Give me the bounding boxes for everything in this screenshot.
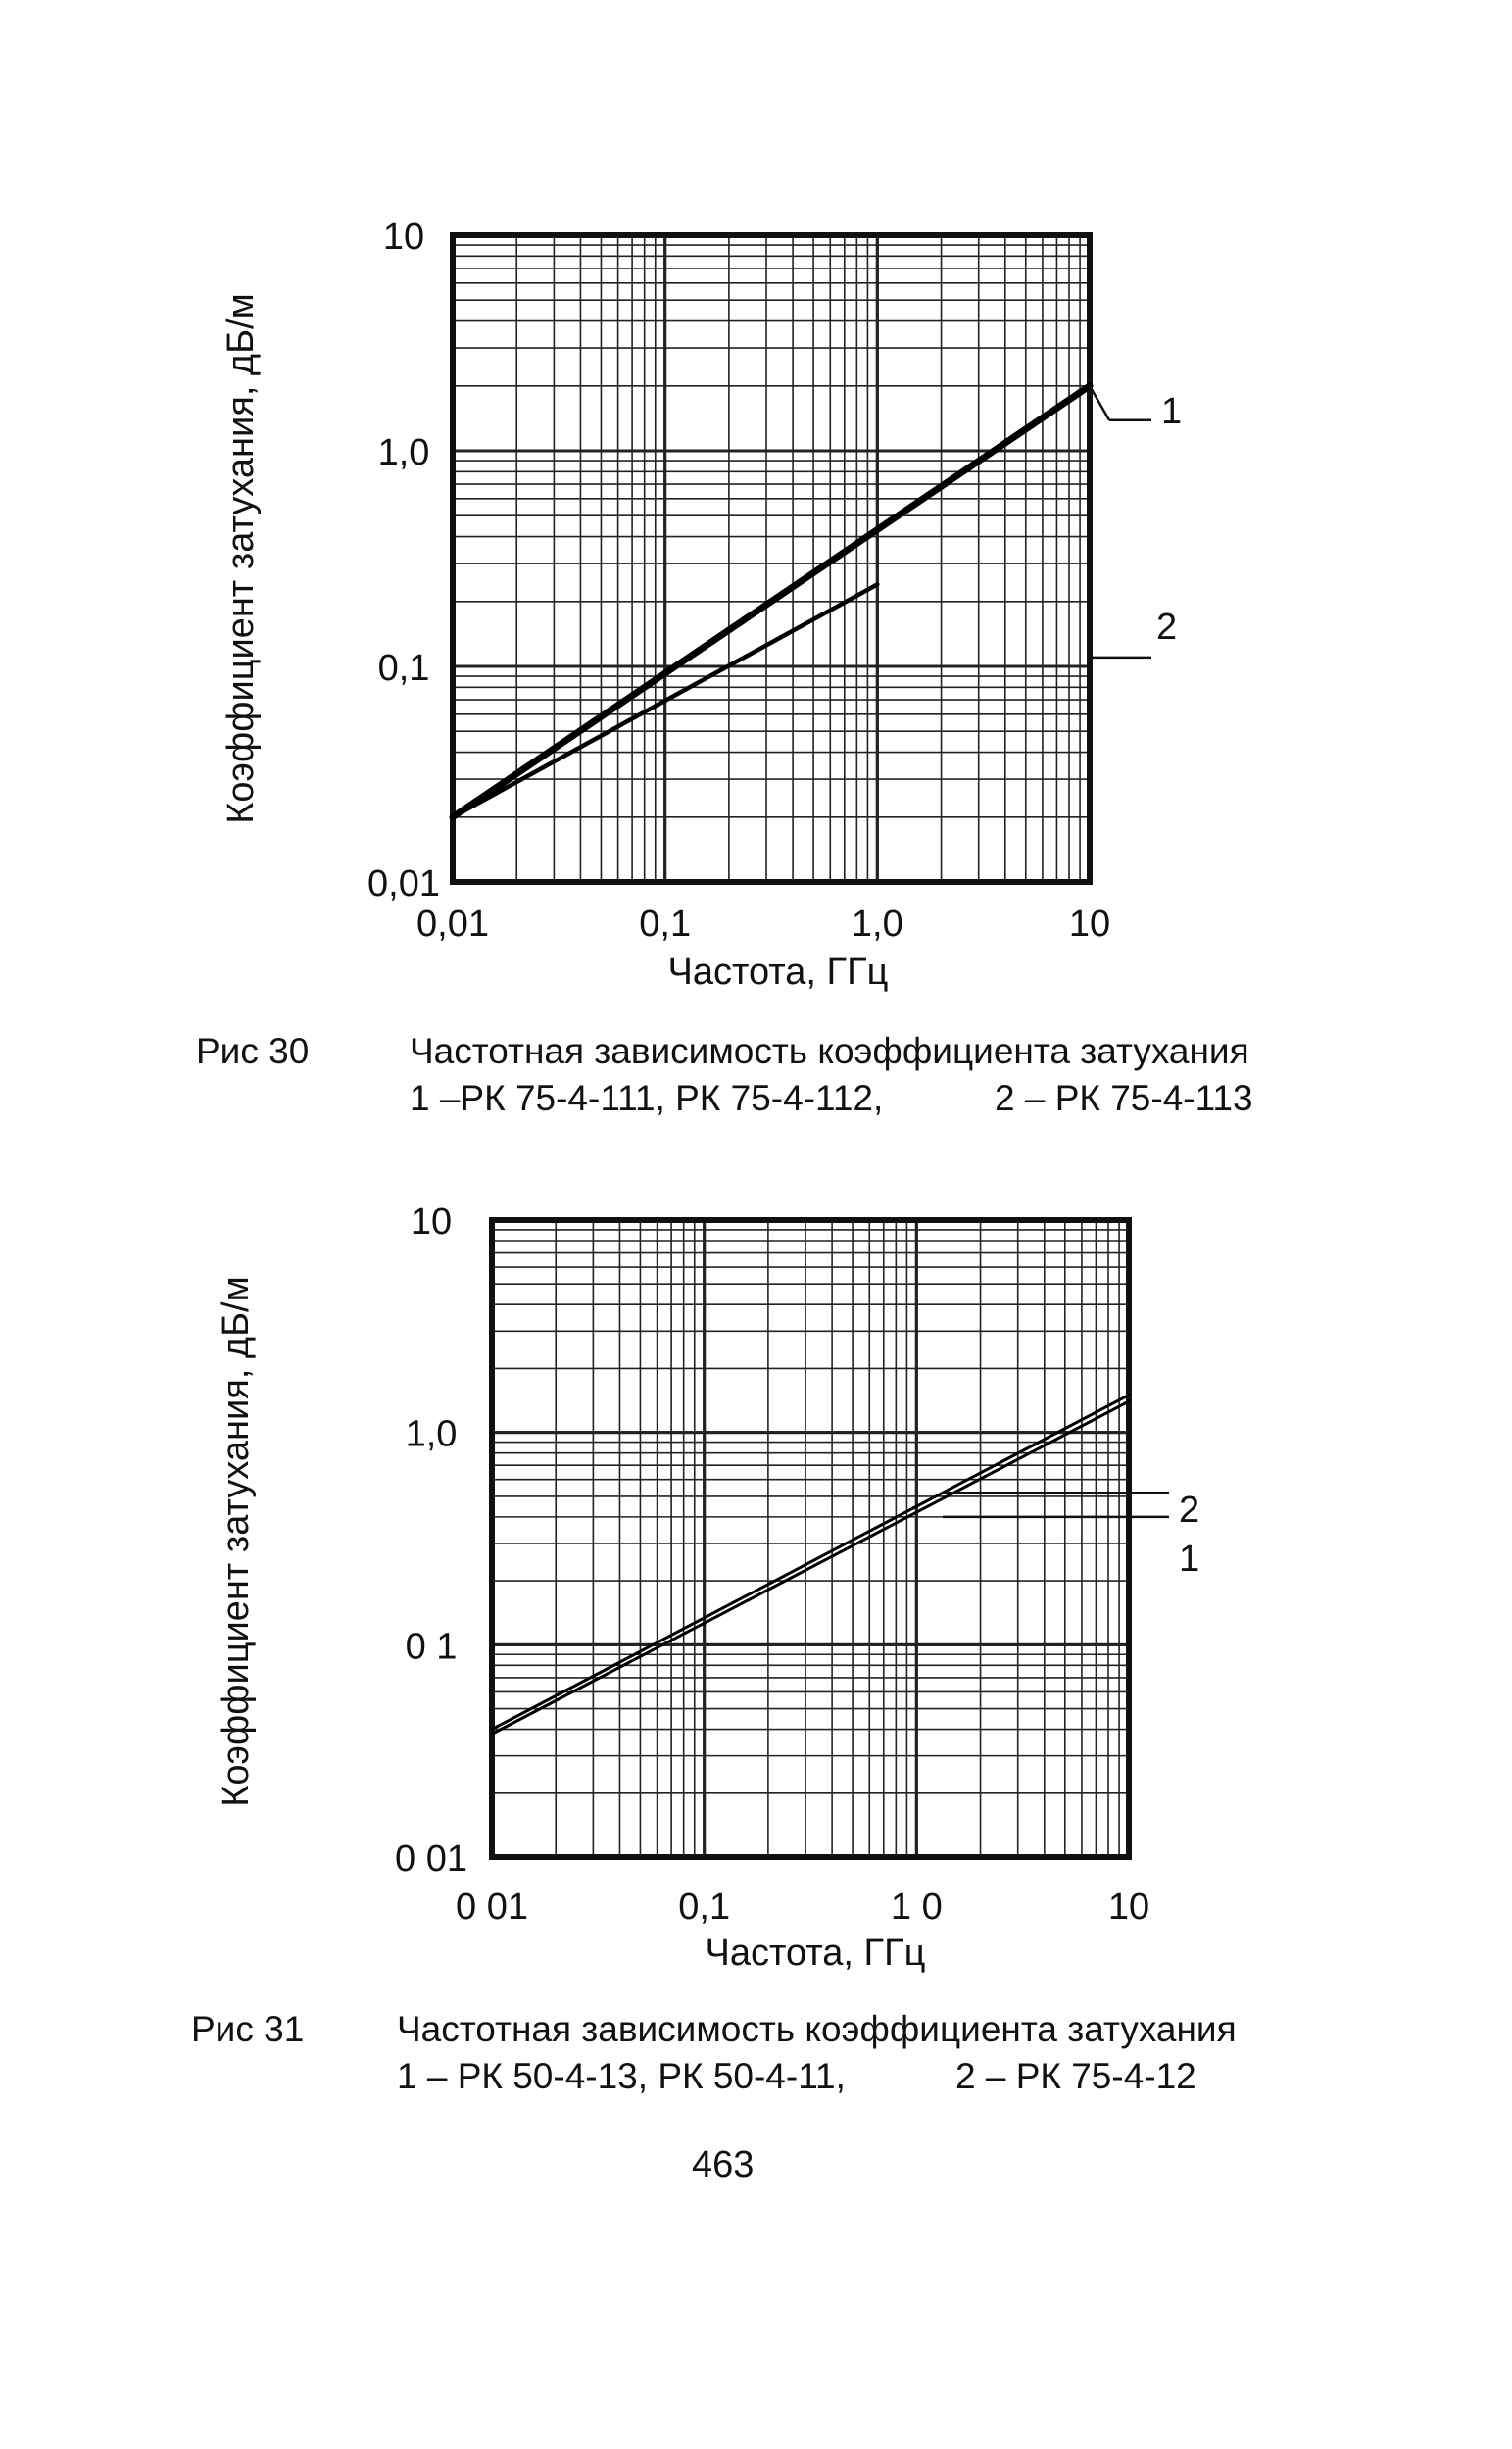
series-line-1 — [490, 1399, 1131, 1736]
series-group-fig30 — [449, 382, 1094, 821]
figure-31-legend-2: 2 – РК 75-4-12 — [955, 2056, 1196, 2096]
callout-leader — [1088, 385, 1111, 421]
y-tick-label: 0,1 — [378, 648, 430, 689]
y-tick-label: 0 1 — [406, 1626, 458, 1667]
series-callout-label: 1 — [1179, 1539, 1199, 1580]
grid-fig30 — [451, 233, 1092, 884]
figure-31-legend-1: 1 – РК 50-4-13, РК 50-4-11, — [397, 2056, 846, 2096]
x-tick-label: 10 — [1069, 904, 1110, 945]
y-tick-label: 0 01 — [395, 1838, 467, 1880]
figure-30-legend-2: 2 – РК 75-4-113 — [995, 1078, 1253, 1118]
series-callout-label: 1 — [1161, 391, 1182, 432]
grid-fig31 — [490, 1218, 1131, 1859]
x-tick-label: 1 0 — [891, 1886, 943, 1928]
x-axis-label-fig30: Частота, ГГц — [668, 952, 889, 993]
x-tick-label: 1,0 — [852, 904, 903, 945]
page-number: 463 — [692, 2144, 755, 2185]
y-tick-label: 1,0 — [378, 432, 430, 473]
figure-30-legend-1: 1 –РК 75-4-111, РК 75-4-112, — [410, 1078, 884, 1118]
x-tick-label: 0,1 — [639, 904, 691, 945]
x-axis-label-fig31: Частота, ГГц — [706, 1933, 926, 1974]
series-line-2 — [490, 1394, 1131, 1732]
series-callouts-fig30: 12 — [1088, 385, 1182, 660]
y-tick-label: 10 — [411, 1201, 452, 1243]
series-line-1 — [449, 382, 1094, 821]
figure-31-title: Частотная зависимость коэффициента затух… — [397, 2009, 1237, 2049]
tick-labels-fig31: 0 01 0 1 1,0 10 0 01 0,1 1 0 10 — [395, 1201, 1149, 1928]
x-tick-label: 0,1 — [678, 1886, 730, 1928]
plot-frame-fig31 — [489, 1217, 1132, 1860]
y-tick-label: 0,01 — [367, 863, 440, 905]
y-axis-label-fig30: Коэффициент затухания, дБ/м — [220, 293, 262, 823]
plot-frame-fig30 — [450, 232, 1093, 885]
figure-31-label: Рис 31 — [191, 2009, 305, 2049]
series-callout-label: 2 — [1179, 1490, 1199, 1531]
y-tick-label: 10 — [383, 217, 424, 258]
x-tick-label: 10 — [1108, 1886, 1149, 1928]
series-group-fig31 — [490, 1394, 1131, 1736]
series-callouts-fig31: 21 — [943, 1490, 1199, 1580]
figure-30-title: Частотная зависимость коэффициента затух… — [410, 1031, 1249, 1071]
x-tick-label: 0 01 — [456, 1886, 528, 1928]
chart-fig30: 0,01 0,1 1,0 10 0,01 0,1 1,0 10 Коэффициент зат… — [220, 217, 1182, 993]
y-axis-label-fig31: Коэффициент затухания, дБ/м — [216, 1276, 257, 1806]
series-line-2 — [450, 582, 880, 820]
tick-labels-fig30: 0,01 0,1 1,0 10 0,01 0,1 1,0 10 — [367, 217, 1110, 945]
chart-fig31: 0 01 0 1 1,0 10 0 01 0,1 1 0 10 Коэффициент зат… — [216, 1201, 1199, 1974]
figure-30-label: Рис 30 — [196, 1031, 310, 1071]
x-tick-label: 0,01 — [416, 904, 489, 945]
y-tick-label: 1,0 — [406, 1414, 458, 1455]
series-callout-label: 2 — [1156, 607, 1177, 648]
